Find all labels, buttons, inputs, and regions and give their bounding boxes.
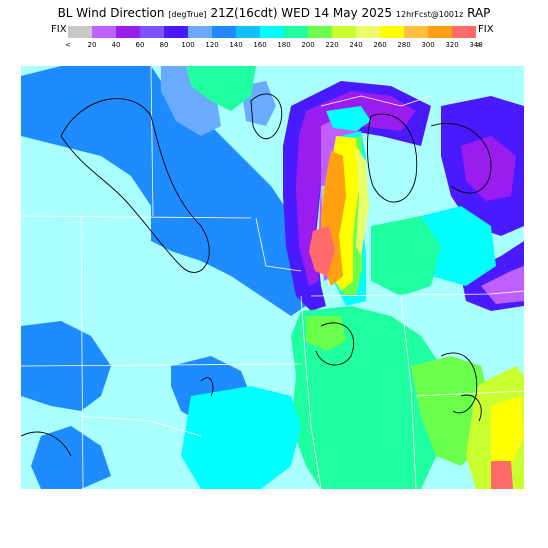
color-scale-label: 280: [397, 41, 411, 49]
color-swatch-13: [356, 26, 380, 38]
boundary-line-5: [300, 295, 322, 489]
legend-fix-right: FIX: [478, 24, 494, 35]
wind-direction-map: [21, 66, 524, 489]
color-scale-label: 340: [469, 41, 483, 49]
contour-3: [367, 113, 418, 203]
boundary-line-1: [21, 215, 252, 219]
region-southeast-red: [491, 461, 513, 489]
color-swatch-16: [428, 26, 452, 38]
color-scale: [68, 26, 476, 38]
contour-5: [200, 377, 214, 397]
region-south-green: [291, 306, 451, 489]
region-east-purple-2: [461, 136, 516, 201]
color-swatch-6: [188, 26, 212, 38]
legend-less-than: <: [65, 41, 71, 49]
boundary-line-6: [310, 290, 524, 297]
color-swatch-11: [308, 26, 332, 38]
region-lake-yellow-east: [356, 146, 369, 256]
title-main: BL Wind Direction: [57, 6, 165, 20]
contour-9: [21, 431, 72, 457]
boundary-line-7: [400, 295, 417, 489]
color-scale-label: 40: [111, 41, 121, 49]
region-southeast-yellow: [491, 396, 524, 466]
color-swatch-4: [140, 26, 164, 38]
color-scale-label: 320: [445, 41, 459, 49]
color-scale-label: 20: [87, 41, 97, 49]
color-scale-label: 260: [373, 41, 387, 49]
region-east-green: [371, 216, 441, 296]
color-swatch-9: [260, 26, 284, 38]
color-scale-label: 240: [349, 41, 363, 49]
title-units: [degTrue]: [168, 10, 207, 19]
contour-lines: [21, 93, 492, 457]
region-central-cyan: [181, 386, 301, 489]
contour-1: [60, 98, 210, 273]
region-lake-north-cyan: [326, 106, 371, 131]
contour-4: [430, 122, 492, 194]
color-scale-label: 300: [421, 41, 435, 49]
color-scale-label: 160: [253, 41, 267, 49]
color-scale-label: 220: [325, 41, 339, 49]
color-swatch-5: [164, 26, 188, 38]
state-boundaries: [21, 66, 524, 489]
color-swatch-3: [116, 26, 140, 38]
color-scale-label: 140: [229, 41, 243, 49]
title-model: RAP: [467, 6, 491, 20]
color-swatch-2: [92, 26, 116, 38]
boundary-line-3: [150, 66, 154, 217]
contour-6: [315, 322, 355, 366]
color-swatch-8: [236, 26, 260, 38]
boundary-line-9: [80, 215, 84, 489]
contour-7: [440, 352, 478, 414]
color-scale-label: 200: [301, 41, 315, 49]
map-canvas: [21, 66, 524, 489]
color-swatch-15: [404, 26, 428, 38]
map-title: BL Wind Direction [degTrue] 21Z(16cdt) W…: [0, 6, 548, 20]
color-swatch-1: [68, 26, 92, 38]
color-swatch-12: [332, 26, 356, 38]
title-valid-time: 21Z(16cdt) WED 14 May 2025: [210, 6, 393, 20]
color-swatch-7: [212, 26, 236, 38]
region-east-lavender: [481, 266, 524, 304]
contour-2: [250, 93, 283, 139]
color-scale-label: 100: [181, 41, 195, 49]
region-lake-red: [309, 226, 335, 276]
boundary-line-4: [255, 217, 302, 272]
color-swatch-10: [284, 26, 308, 38]
color-scale-label: 60: [135, 41, 145, 49]
region-green-north: [186, 66, 256, 111]
boundary-line-2: [21, 363, 302, 367]
legend-greater-than: >: [476, 41, 482, 49]
boundary-line-8: [415, 390, 524, 397]
legend-fix-left: FIX: [51, 24, 67, 35]
region-west-blue-3: [31, 426, 111, 489]
color-scale-label: 180: [277, 41, 291, 49]
boundary-line-11: [80, 415, 202, 437]
color-scale-label: 120: [205, 41, 219, 49]
boundary-line-10: [320, 95, 432, 107]
region-south-lime: [306, 316, 346, 351]
color-swatch-14: [380, 26, 404, 38]
color-swatch-17: [452, 26, 476, 38]
color-scale-label: 80: [159, 41, 169, 49]
title-forecast: 12hrFcst@1001z: [395, 10, 464, 19]
region-west-blue: [21, 66, 306, 316]
contour-8: [460, 394, 482, 422]
